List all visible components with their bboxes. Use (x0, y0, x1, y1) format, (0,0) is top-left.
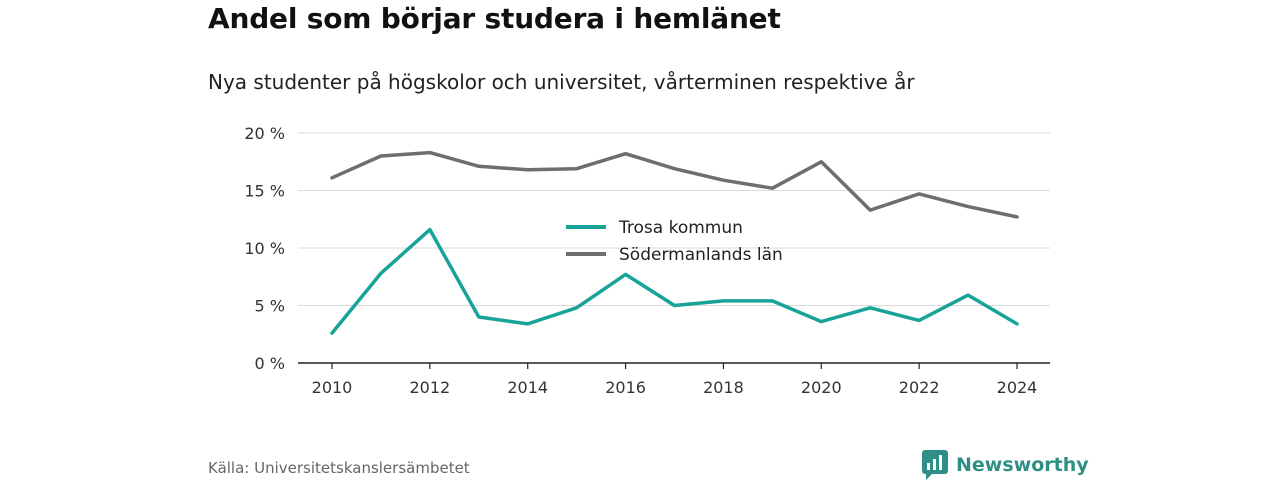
x-tick-label: 2024 (997, 378, 1038, 397)
x-tick-label: 2014 (507, 378, 548, 397)
x-tick-label: 2016 (605, 378, 646, 397)
chart-title: Andel som börjar studera i hemlänet (208, 2, 781, 35)
x-tick-label: 2010 (312, 378, 353, 397)
x-tick-label: 2022 (899, 378, 940, 397)
x-tick-label: 2018 (703, 378, 744, 397)
y-tick-label: 5 % (255, 297, 285, 316)
x-tick-label: 2020 (801, 378, 842, 397)
source-note: Källa: Universitetskanslersämbetet (208, 459, 470, 477)
brand-name: Newsworthy (956, 454, 1089, 476)
y-tick-label: 0 % (255, 354, 285, 373)
y-tick-label: 10 % (244, 239, 285, 258)
newsworthy-logo-icon (922, 450, 948, 480)
brand: Newsworthy (922, 450, 1089, 480)
y-tick-label: 15 % (244, 182, 285, 201)
legend-label: Södermanlands län (619, 245, 783, 265)
y-tick-label: 20 % (244, 124, 285, 143)
legend-label: Trosa kommun (618, 218, 743, 238)
x-tick-label: 2012 (409, 378, 450, 397)
chart-subtitle: Nya studenter på högskolor och universit… (208, 70, 915, 94)
series-line (330, 150, 1019, 219)
series-line (330, 227, 1019, 335)
